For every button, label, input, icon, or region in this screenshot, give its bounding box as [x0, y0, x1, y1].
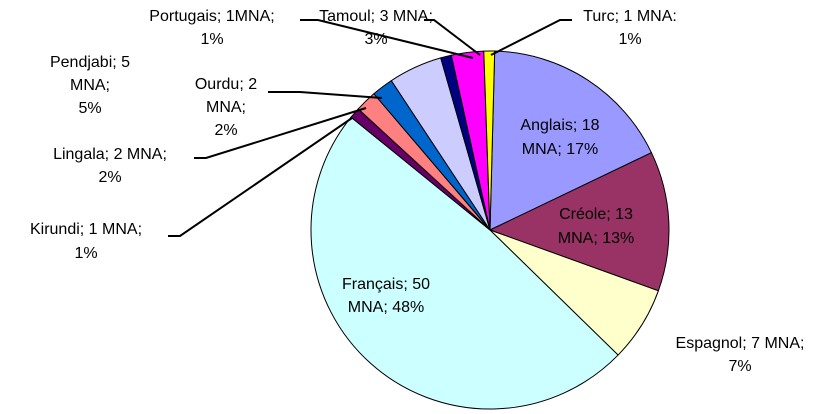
pie-slice: [483, 50, 496, 231]
data-label: Pendjabi; 5: [50, 54, 130, 71]
data-label: Turc; 1 MNA:: [583, 8, 677, 25]
data-label: Tamoul; 3 MNA;: [319, 8, 433, 25]
data-label: MNA;: [206, 99, 246, 116]
data-label: 2%: [214, 122, 237, 139]
data-label: 7%: [728, 358, 751, 375]
leader-line: [300, 19, 474, 59]
data-label: Portugais; 1MNA;: [149, 8, 274, 25]
data-label: 2%: [98, 169, 121, 186]
pie-slice: [488, 152, 670, 292]
data-label: Anglais; 18: [520, 117, 599, 134]
leader-line: [194, 107, 367, 159]
data-label: MNA; 13%: [558, 230, 634, 247]
data-label: Lingala; 2 MNA;: [53, 146, 167, 163]
leader-line: [490, 19, 572, 56]
data-label: MNA;: [70, 77, 110, 94]
data-label: Kirundi; 1 MNA;: [30, 221, 142, 238]
data-label: 1%: [74, 245, 97, 262]
data-label: 5%: [78, 100, 101, 117]
data-label: Français; 50: [342, 276, 430, 293]
leader-line: [424, 19, 481, 56]
data-label: Espagnol; 7 MNA;: [676, 335, 805, 352]
pie-slice: [310, 116, 619, 410]
data-label: 3%: [364, 31, 387, 48]
data-label: Ourdu; 2: [195, 76, 257, 93]
pie-slice: [489, 50, 653, 231]
data-label: 1%: [618, 31, 641, 48]
leader-line: [168, 117, 353, 237]
leader-line: [268, 91, 383, 99]
data-label: Créole; 13: [559, 206, 633, 223]
data-label: MNA; 17%: [522, 141, 598, 158]
data-label: 1%: [200, 31, 223, 48]
data-label: MNA; 48%: [348, 299, 424, 316]
